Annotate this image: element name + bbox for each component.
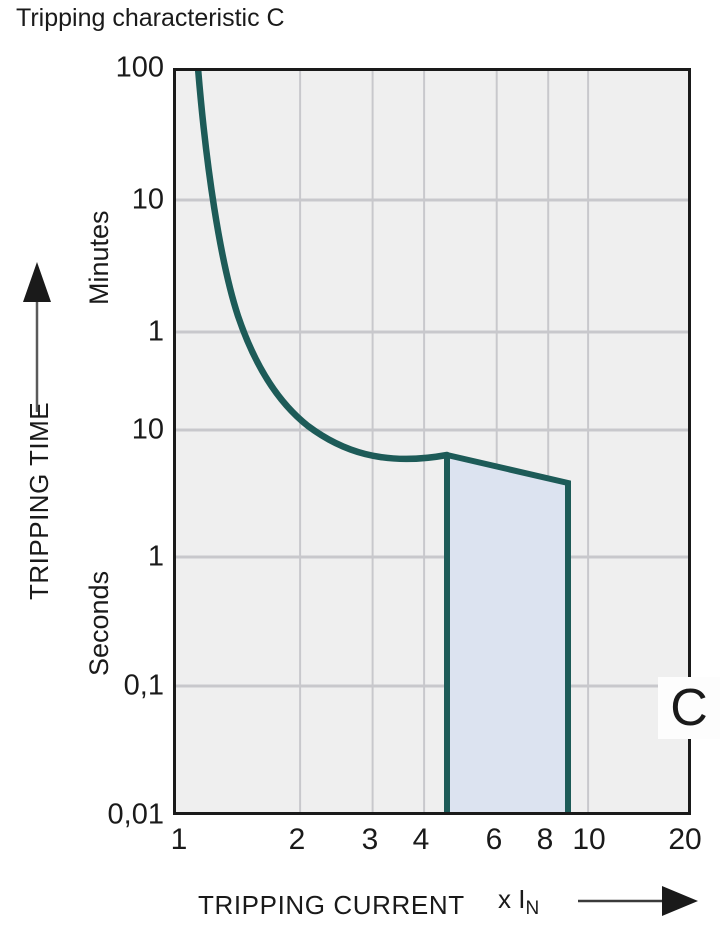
right-arrow-icon — [578, 886, 698, 916]
x-tick-1: 1 — [170, 823, 188, 856]
x-axis-tick-labels: 1 2 3 4 6 8 10 20 — [0, 823, 720, 869]
y-axis-unit-seconds: Seconds — [84, 570, 114, 676]
x-tick-6: 6 — [485, 823, 503, 856]
y-tick-1-minute: 1 — [147, 315, 164, 348]
x-tick-20: 20 — [668, 823, 702, 856]
up-arrow-icon — [23, 262, 51, 412]
y-tick-0-1-second: 0,1 — [123, 669, 164, 702]
horizontal-gridlines — [176, 198, 688, 688]
tripping-band-c-outline — [444, 452, 571, 812]
chart-canvas — [176, 71, 688, 812]
x-axis-multiplier-subscript: N — [525, 898, 540, 920]
y-tick-10-minutes: 10 — [131, 183, 164, 216]
vertical-gridlines — [299, 71, 590, 812]
x-axis-caption: TRIPPING CURRENT — [198, 890, 465, 920]
x-axis-multiplier: x IN — [498, 884, 539, 920]
x-axis-multiplier-symbol: I — [518, 884, 526, 914]
y-axis-unit-minutes: Minutes — [84, 210, 114, 305]
x-tick-2: 2 — [288, 823, 306, 856]
tripping-band-c-fill — [447, 455, 568, 812]
y-axis-caption: TRIPPING TIME — [24, 401, 54, 600]
x-tick-3: 3 — [361, 823, 379, 856]
x-tick-10: 10 — [572, 823, 606, 856]
x-tick-8: 8 — [536, 823, 554, 856]
band-label-c: C — [658, 677, 720, 739]
chart-plot-area: C — [173, 68, 720, 815]
y-tick-10-seconds: 10 — [131, 413, 164, 446]
y-axis-tick-labels: 100 10 1 10 1 0,1 0,01 — [0, 0, 164, 928]
y-tick-0-01-second: 0,01 — [107, 798, 164, 831]
x-tick-4: 4 — [412, 823, 430, 856]
y-tick-1-second: 1 — [147, 540, 164, 573]
page-title: Tripping characteristic C — [16, 4, 285, 32]
tripping-curve-thermal-main — [194, 71, 451, 463]
x-axis-multiplier-prefix: x — [498, 884, 519, 914]
y-tick-100-minutes: 100 — [115, 51, 164, 84]
